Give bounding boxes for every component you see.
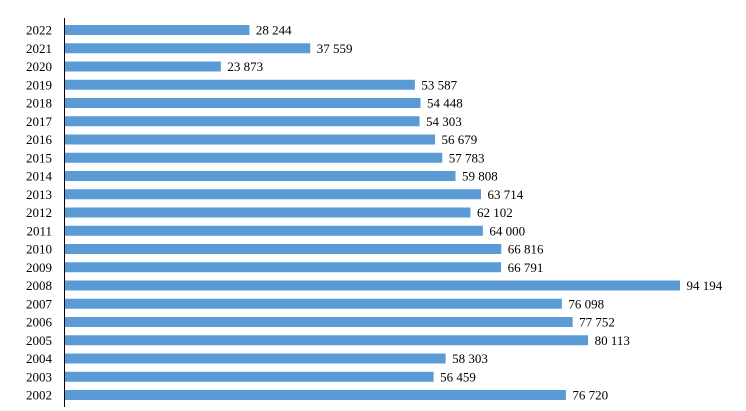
bar-2013 (65, 189, 481, 200)
bar-2008 (65, 280, 680, 291)
tick-label-2016: 2016 (26, 132, 53, 147)
tick-label-2005: 2005 (26, 333, 52, 348)
bar-2012 (65, 207, 471, 218)
bar-2007 (65, 298, 562, 309)
bars-group (65, 25, 680, 400)
bar-2018 (65, 98, 421, 108)
bar-2004 (65, 353, 446, 364)
tick-label-2018: 2018 (26, 96, 52, 111)
tick-label-2015: 2015 (26, 150, 52, 165)
value-label-2020: 23 873 (227, 59, 263, 74)
tick-label-2021: 2021 (26, 41, 52, 56)
bar-2011 (65, 225, 483, 236)
value-label-2010: 66 816 (508, 242, 544, 257)
bar-2014 (65, 171, 456, 181)
tick-label-2019: 2019 (26, 77, 52, 92)
bar-2021 (65, 43, 311, 54)
value-label-2004: 58 303 (452, 351, 488, 366)
tick-label-2014: 2014 (26, 169, 53, 184)
value-label-2009: 66 791 (508, 260, 544, 275)
bar-2019 (65, 79, 415, 90)
value-label-2002: 76 720 (572, 388, 608, 403)
bar-2015 (65, 152, 443, 163)
tick-label-2011: 2011 (26, 223, 52, 238)
value-label-2021: 37 559 (317, 41, 353, 56)
tick-label-2022: 2022 (26, 23, 52, 38)
tick-label-2012: 2012 (26, 205, 52, 220)
tick-label-2017: 2017 (26, 114, 53, 129)
bar-2005 (65, 335, 589, 346)
tick-label-2008: 2008 (26, 278, 52, 293)
bar-2002 (65, 390, 566, 400)
value-label-2018: 54 448 (427, 96, 463, 111)
value-label-2016: 56 679 (442, 132, 478, 147)
value-label-2019: 53 587 (421, 77, 457, 92)
value-label-2003: 56 459 (440, 369, 476, 384)
tick-label-2003: 2003 (26, 369, 52, 384)
tick-label-2002: 2002 (26, 388, 52, 403)
value-label-2014: 59 808 (462, 169, 498, 184)
tick-label-2013: 2013 (26, 187, 52, 202)
bar-2022 (65, 25, 250, 35)
tick-label-2006: 2006 (26, 315, 53, 330)
tick-label-2007: 2007 (26, 296, 53, 311)
tick-label-2009: 2009 (26, 260, 52, 275)
tick-label-2010: 2010 (26, 242, 52, 257)
value-label-2008: 94 194 (687, 278, 723, 293)
bar-2006 (65, 317, 573, 327)
tick-label-2004: 2004 (26, 351, 53, 366)
value-label-2007: 76 098 (568, 296, 604, 311)
bar-2020 (65, 61, 221, 72)
value-label-2006: 77 752 (579, 315, 615, 330)
value-label-2012: 62 102 (477, 205, 513, 220)
value-label-2022: 28 244 (256, 23, 292, 38)
tick-labels-group: 2022 2021 2020 2019 2018 2017 2016 2015 2014 2013… (26, 23, 53, 403)
bar-2010 (65, 244, 502, 254)
value-label-2015: 57 783 (449, 150, 485, 165)
value-labels-group: 28 244 37 559 23 873 53 587 54 448 54 303 56 6… (227, 23, 722, 403)
tick-label-2020: 2020 (26, 59, 52, 74)
bar-2017 (65, 116, 420, 127)
bar-2009 (65, 262, 502, 273)
value-label-2011: 64 000 (489, 223, 525, 238)
bar-2016 (65, 134, 436, 145)
value-label-2005: 80 113 (595, 333, 630, 348)
value-label-2013: 63 714 (487, 187, 523, 202)
value-label-2017: 54 303 (426, 114, 462, 129)
bar-2003 (65, 371, 434, 382)
